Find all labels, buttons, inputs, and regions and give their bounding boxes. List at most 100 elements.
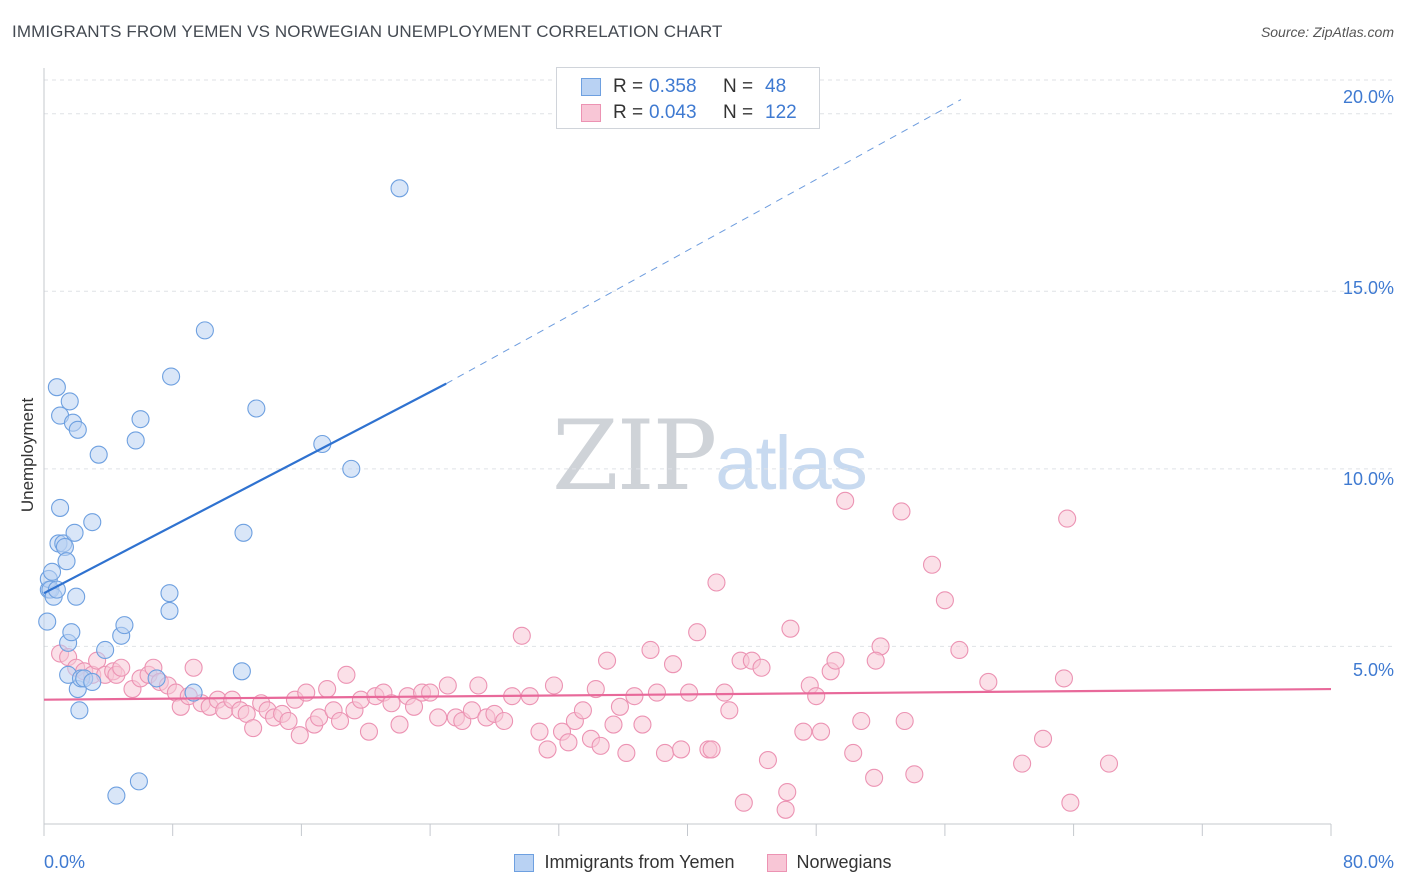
point-yemen [83,672,102,691]
point-norwegians [672,740,691,759]
legend-r-value: 0.358 [649,76,697,97]
y-tick-5: 5.0% [1352,660,1394,680]
point-norwegians [781,619,800,638]
watermark: ZIPatlas [552,400,868,512]
trend-lines [43,99,1332,701]
legend-swatch-pink [766,853,787,872]
point-norwegians [707,573,726,592]
point-yemen [47,378,66,397]
point-norwegians [184,658,203,677]
point-yemen [68,420,87,439]
point-norwegians [633,715,652,734]
point-yemen [70,701,89,720]
point-norwegians [530,722,549,741]
point-yemen [390,179,409,198]
point-yemen [160,601,179,620]
point-norwegians [382,694,401,713]
point-norwegians [647,683,666,702]
point-norwegians [680,683,699,702]
point-yemen [115,616,134,635]
point-norwegians [641,640,660,660]
point-norwegians [950,640,969,660]
point-yemen [42,562,62,581]
point-norwegians [429,708,448,727]
point-yemen [247,399,266,418]
legend-r-label: R = [613,76,644,97]
point-yemen [129,772,148,791]
point-norwegians [462,701,481,720]
point-norwegians [794,722,813,741]
point-yemen [162,367,181,386]
point-norwegians [1013,754,1032,773]
point-norwegians [495,711,514,731]
point-yemen [62,623,81,642]
stats-legend: R = 0.358 N = 48 R = 0.043 N = 122 [556,67,820,129]
point-norwegians [390,715,409,734]
point-norwegians [290,726,309,745]
legend-item-yemen[interactable]: Immigrants from Yemen [514,852,735,873]
legend-row-yemen: R = 0.358 N = 48 [581,75,786,99]
point-norwegians [935,591,954,610]
trend-line-yemen-extension [445,99,962,385]
point-norwegians [559,733,578,752]
point-yemen [232,662,251,681]
legend-r-label: R = [613,102,644,123]
point-norwegians [469,676,488,695]
point-yemen [60,392,79,411]
point-norwegians [826,651,845,670]
point-norwegians [625,687,644,706]
trend-line-norwegians [43,687,1332,701]
legend-n-label: N = [723,102,754,123]
x-tick-max: 80.0% [1342,852,1394,872]
y-axis-label: Unemployment [18,397,37,513]
point-norwegians [279,711,298,731]
point-yemen [234,523,253,542]
legend-n-label: N = [723,76,754,97]
point-norwegians [591,736,610,755]
point-norwegians [852,711,871,731]
point-norwegians [1058,509,1077,528]
point-norwegians [438,676,457,695]
point-norwegians [734,793,753,812]
point-yemen [195,321,214,340]
point-yemen [67,587,86,606]
point-yemen [38,612,57,631]
legend-swatch-blue [514,853,535,872]
point-norwegians [778,782,797,802]
point-norwegians [330,711,350,731]
point-yemen [107,786,126,805]
point-yemen [96,640,115,660]
point-norwegians [421,683,440,702]
point-yemen [83,513,102,532]
point-yemen [147,669,166,688]
point-yemen [342,459,361,478]
point-norwegians [892,502,911,521]
point-norwegians [538,740,557,759]
legend-n-value: 122 [765,102,797,123]
point-yemen [65,523,84,542]
point-norwegians [844,743,863,763]
point-norwegians [836,491,855,510]
point-norwegians [1061,793,1080,812]
legend-swatch-blue [581,78,601,96]
y-tick-10: 10.0% [1342,469,1394,489]
y-tick-15: 15.0% [1342,278,1394,298]
point-norwegians [1054,669,1073,688]
grid [44,79,1392,647]
point-norwegians [865,768,884,787]
point-norwegians [811,722,831,741]
point-norwegians [359,722,379,741]
legend-item-norwegians[interactable]: Norwegians [766,852,892,873]
point-yemen [126,431,145,450]
point-norwegians [979,672,998,691]
point-norwegians [598,651,617,670]
watermark-zip: ZIP [552,400,717,512]
chart-title: IMMIGRANTS FROM YEMEN VS NORWEGIAN UNEMP… [12,22,723,41]
point-norwegians [905,765,924,784]
point-norwegians [604,715,623,734]
point-norwegians [688,623,707,642]
point-norwegians [318,680,337,699]
x-tick-min: 0.0% [44,852,86,872]
point-norwegians [610,697,629,716]
